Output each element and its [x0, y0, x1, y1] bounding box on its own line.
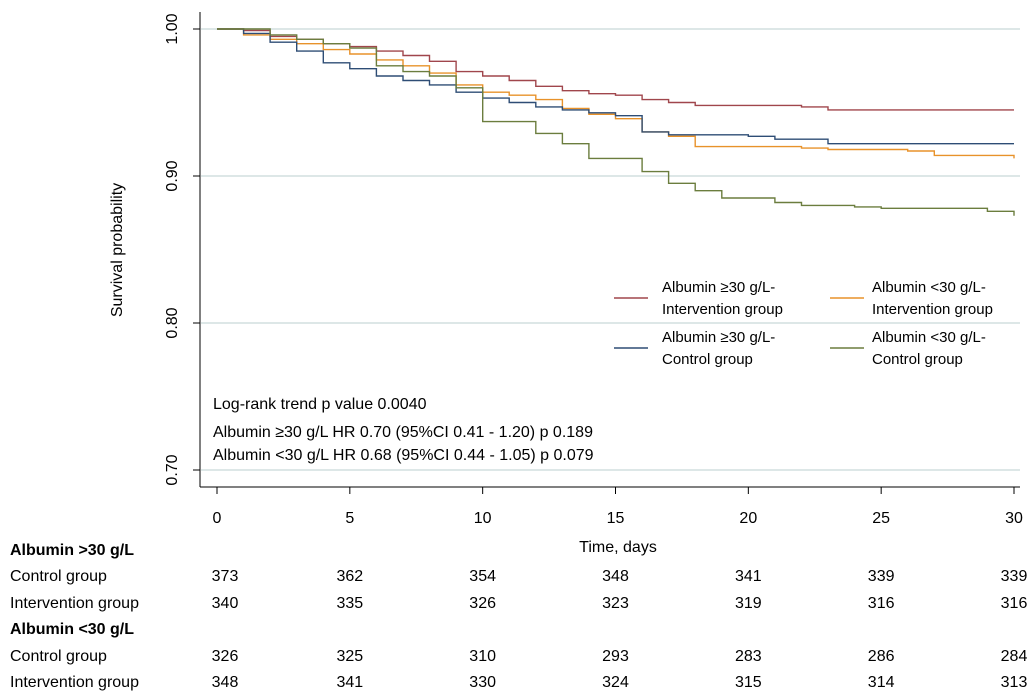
series-lines: [217, 28, 1015, 216]
y-tick-label: 1.00: [164, 13, 181, 44]
annotation-text: Albumin ≥30 g/L HR 0.70 (95%CI 0.41 - 1.…: [213, 424, 593, 441]
axis-ticks: 0.70 0.80 0.90 1.00 0 5 10 15 20 25 30: [164, 13, 1023, 527]
y-axis-label: Survival probability: [109, 183, 126, 317]
legend-label-4: Albumin <30 g/L-: [872, 329, 986, 346]
legend-label-2: Albumin <30 g/L-: [872, 279, 986, 296]
y-tick-label: 0.70: [164, 454, 181, 485]
legend-label-1: Albumin ≥30 g/L-: [662, 279, 775, 296]
x-tick-label: 10: [474, 510, 492, 527]
series-line-3: [217, 28, 1014, 145]
legend-label-1: Intervention group: [662, 301, 783, 318]
legend-label-2: Intervention group: [872, 301, 993, 318]
legend: Albumin ≥30 g/L- Intervention group Albumi…: [614, 279, 993, 368]
x-tick-label: 15: [607, 510, 625, 527]
x-tick-label: 25: [872, 510, 890, 527]
gridlines: [201, 28, 1020, 471]
x-tick-label: 0: [213, 510, 222, 527]
legend-label-3: Control group: [662, 351, 753, 368]
series-line-1: [217, 28, 1014, 111]
annotation-text: Albumin <30 g/L HR 0.68 (95%CI 0.44 - 1.…: [213, 447, 594, 464]
legend-label-4: Control group: [872, 351, 963, 368]
y-tick-label: 0.90: [164, 160, 181, 191]
y-tick-label: 0.80: [164, 307, 181, 338]
annotation-text: Log-rank trend p value 0.0040: [213, 396, 427, 413]
series-line-2: [217, 28, 1015, 159]
x-tick-label: 5: [345, 510, 354, 527]
x-tick-label: 20: [739, 510, 757, 527]
x-tick-label: 30: [1005, 510, 1023, 527]
x-axis-label: Time, days: [579, 539, 657, 556]
axes: [199, 12, 1020, 488]
annotations: Log-rank trend p value 0.0040 Albumin ≥30…: [213, 396, 594, 464]
series-line-4: [217, 28, 1015, 216]
legend-label-3: Albumin ≥30 g/L-: [662, 329, 775, 346]
